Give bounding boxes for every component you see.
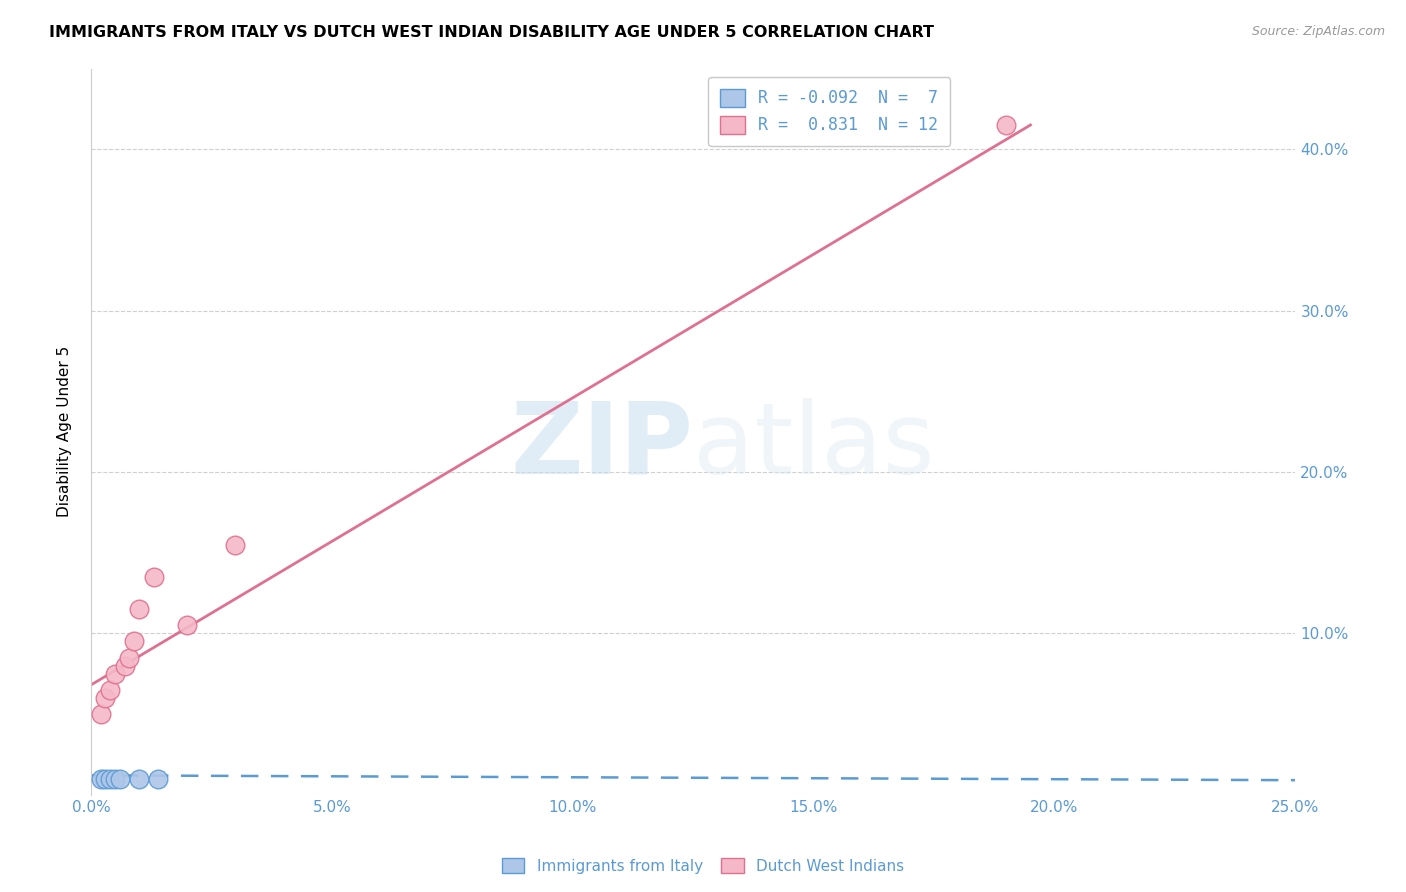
Legend: R = -0.092  N =  7, R =  0.831  N = 12: R = -0.092 N = 7, R = 0.831 N = 12 — [709, 77, 950, 146]
Text: ZIP: ZIP — [510, 398, 693, 495]
Point — [224, 538, 246, 552]
Point — [128, 602, 150, 616]
Point — [142, 570, 165, 584]
Point — [98, 772, 121, 786]
Text: atlas: atlas — [693, 398, 935, 495]
Point — [148, 772, 170, 786]
Point — [114, 658, 136, 673]
Y-axis label: Disability Age Under 5: Disability Age Under 5 — [58, 346, 72, 517]
Text: IMMIGRANTS FROM ITALY VS DUTCH WEST INDIAN DISABILITY AGE UNDER 5 CORRELATION CH: IMMIGRANTS FROM ITALY VS DUTCH WEST INDI… — [49, 25, 934, 40]
Point — [94, 772, 117, 786]
Text: Source: ZipAtlas.com: Source: ZipAtlas.com — [1251, 25, 1385, 38]
Point — [94, 690, 117, 705]
Point — [176, 618, 198, 632]
Legend: Immigrants from Italy, Dutch West Indians: Immigrants from Italy, Dutch West Indian… — [495, 852, 911, 880]
Point — [128, 772, 150, 786]
Point — [108, 772, 131, 786]
Point — [90, 772, 112, 786]
Point — [98, 682, 121, 697]
Point — [124, 634, 146, 648]
Point — [90, 706, 112, 721]
Point — [104, 666, 127, 681]
Point — [118, 650, 141, 665]
Point — [104, 772, 127, 786]
Point — [995, 118, 1018, 132]
